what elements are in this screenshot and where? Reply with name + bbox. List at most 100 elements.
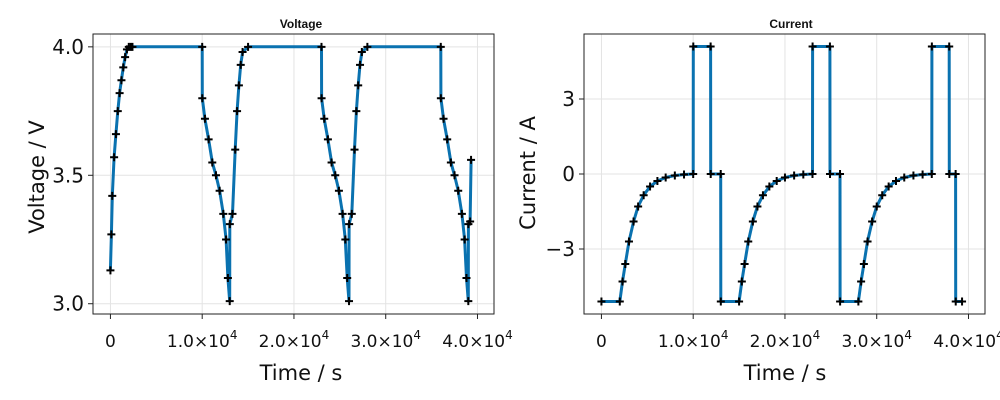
current-data-point <box>748 217 757 226</box>
voltage-data-point <box>317 42 326 51</box>
voltage-data-point <box>198 94 207 103</box>
current-data-point <box>825 42 834 51</box>
current-data-point <box>706 170 715 178</box>
current-data-point <box>918 170 927 179</box>
current-data-point <box>765 182 774 191</box>
voltage-data-point <box>464 297 473 306</box>
voltage-data-point <box>320 114 329 123</box>
current-y-tick-label: −3 <box>546 237 575 261</box>
voltage-data-point <box>439 114 448 123</box>
current-plot-title: Current <box>769 17 812 31</box>
voltage-y-axis-label: Voltage / V <box>25 120 49 234</box>
voltage-data-point <box>334 186 343 195</box>
current-data-point <box>945 42 954 51</box>
current-x-tick-label: 0 <box>596 332 607 352</box>
current-data-point <box>706 42 715 51</box>
voltage-data-point <box>128 42 137 51</box>
current-data-point <box>744 237 753 246</box>
current-plot: Current Current / A Time / s 0 1.0×104 2.0… <box>516 17 1000 385</box>
voltage-data-point <box>106 266 115 275</box>
current-data-point <box>799 170 808 179</box>
current-x-tick-exponent: 4 <box>721 328 729 342</box>
voltage-data-point <box>454 186 463 195</box>
voltage-data-point <box>211 171 220 180</box>
voltage-data-point <box>107 230 116 239</box>
voltage-data-point <box>198 42 207 51</box>
voltage-y-tick-label: 3.0 <box>52 292 84 316</box>
current-data-point <box>621 260 630 268</box>
current-data-point <box>780 173 789 182</box>
voltage-x-tick-exponent: 4 <box>505 328 513 342</box>
current-data-point <box>646 182 655 191</box>
voltage-data-point <box>343 274 352 283</box>
voltage-data-point <box>347 209 356 218</box>
current-x-axis-label: Time / s <box>743 361 827 385</box>
current-data-point <box>597 297 606 306</box>
voltage-data-point <box>225 297 234 306</box>
voltage-data-point <box>462 274 471 283</box>
current-data-point <box>900 173 909 182</box>
voltage-series-line <box>108 45 473 303</box>
current-data-point <box>772 177 781 185</box>
voltage-data-point <box>457 209 466 218</box>
voltage-data-point <box>215 186 224 195</box>
voltage-data-point <box>233 107 242 116</box>
current-data-point <box>872 202 881 211</box>
current-data-point <box>716 170 725 178</box>
current-data-point <box>878 191 887 200</box>
current-data-point <box>826 170 835 178</box>
current-x-tick-exponent: 4 <box>904 328 912 342</box>
voltage-data-point <box>352 107 361 116</box>
voltage-data-point <box>108 191 117 200</box>
voltage-data-point <box>446 158 455 167</box>
voltage-data-point <box>345 297 354 306</box>
current-data-point <box>624 237 633 246</box>
voltage-x-tick-label: 3.0×104 <box>350 328 421 352</box>
voltage-data-point <box>111 130 120 139</box>
current-data-point <box>836 170 845 178</box>
current-data-point <box>758 191 767 200</box>
voltage-data-point <box>443 135 452 144</box>
current-data-point <box>808 170 817 178</box>
current-x-tick-exponent: 4 <box>813 328 821 342</box>
voltage-data-point <box>354 81 363 90</box>
voltage-data-point <box>244 42 253 51</box>
voltage-data-point <box>115 89 124 98</box>
voltage-data-point <box>467 155 476 164</box>
current-data-point <box>909 171 918 180</box>
voltage-data-point <box>363 42 372 51</box>
current-x-tick-label: 3.0×104 <box>841 328 912 352</box>
voltage-data-point <box>110 153 119 162</box>
voltage-x-tick-label: 1.0×104 <box>167 328 238 352</box>
voltage-data-point <box>204 135 213 144</box>
voltage-data-point <box>323 135 332 144</box>
voltage-data-point <box>113 107 122 116</box>
current-y-axis-label: Current / A <box>516 116 540 230</box>
voltage-data-point <box>357 47 366 56</box>
voltage-data-point <box>231 145 240 154</box>
voltage-data-point <box>356 60 365 69</box>
voltage-data-point <box>219 209 228 218</box>
current-y-tick-label: 3 <box>562 87 575 111</box>
current-data-point <box>629 217 638 226</box>
current-data-point <box>927 42 936 51</box>
voltage-data-point <box>228 209 237 218</box>
current-data-point <box>958 297 967 306</box>
voltage-data-point <box>222 235 231 244</box>
voltage-y-tick-label: 4.0 <box>52 35 84 59</box>
current-data-point <box>689 42 698 51</box>
current-data-point <box>854 297 863 306</box>
current-data-point <box>740 260 749 268</box>
current-data-point <box>859 260 868 268</box>
current-data-point <box>634 202 643 211</box>
current-x-tick-label: 2.0×104 <box>750 328 821 352</box>
current-data-point <box>868 217 877 226</box>
voltage-data-point <box>450 171 459 180</box>
voltage-x-tick-exponent: 4 <box>322 328 330 342</box>
current-data-point <box>808 42 817 51</box>
voltage-plot: Voltage Voltage / V Time / s 0 1.0×104 2.0… <box>25 17 513 385</box>
current-y-tick-label: 0 <box>562 162 575 186</box>
voltage-data-point <box>208 158 217 167</box>
voltage-data-point <box>234 81 243 90</box>
